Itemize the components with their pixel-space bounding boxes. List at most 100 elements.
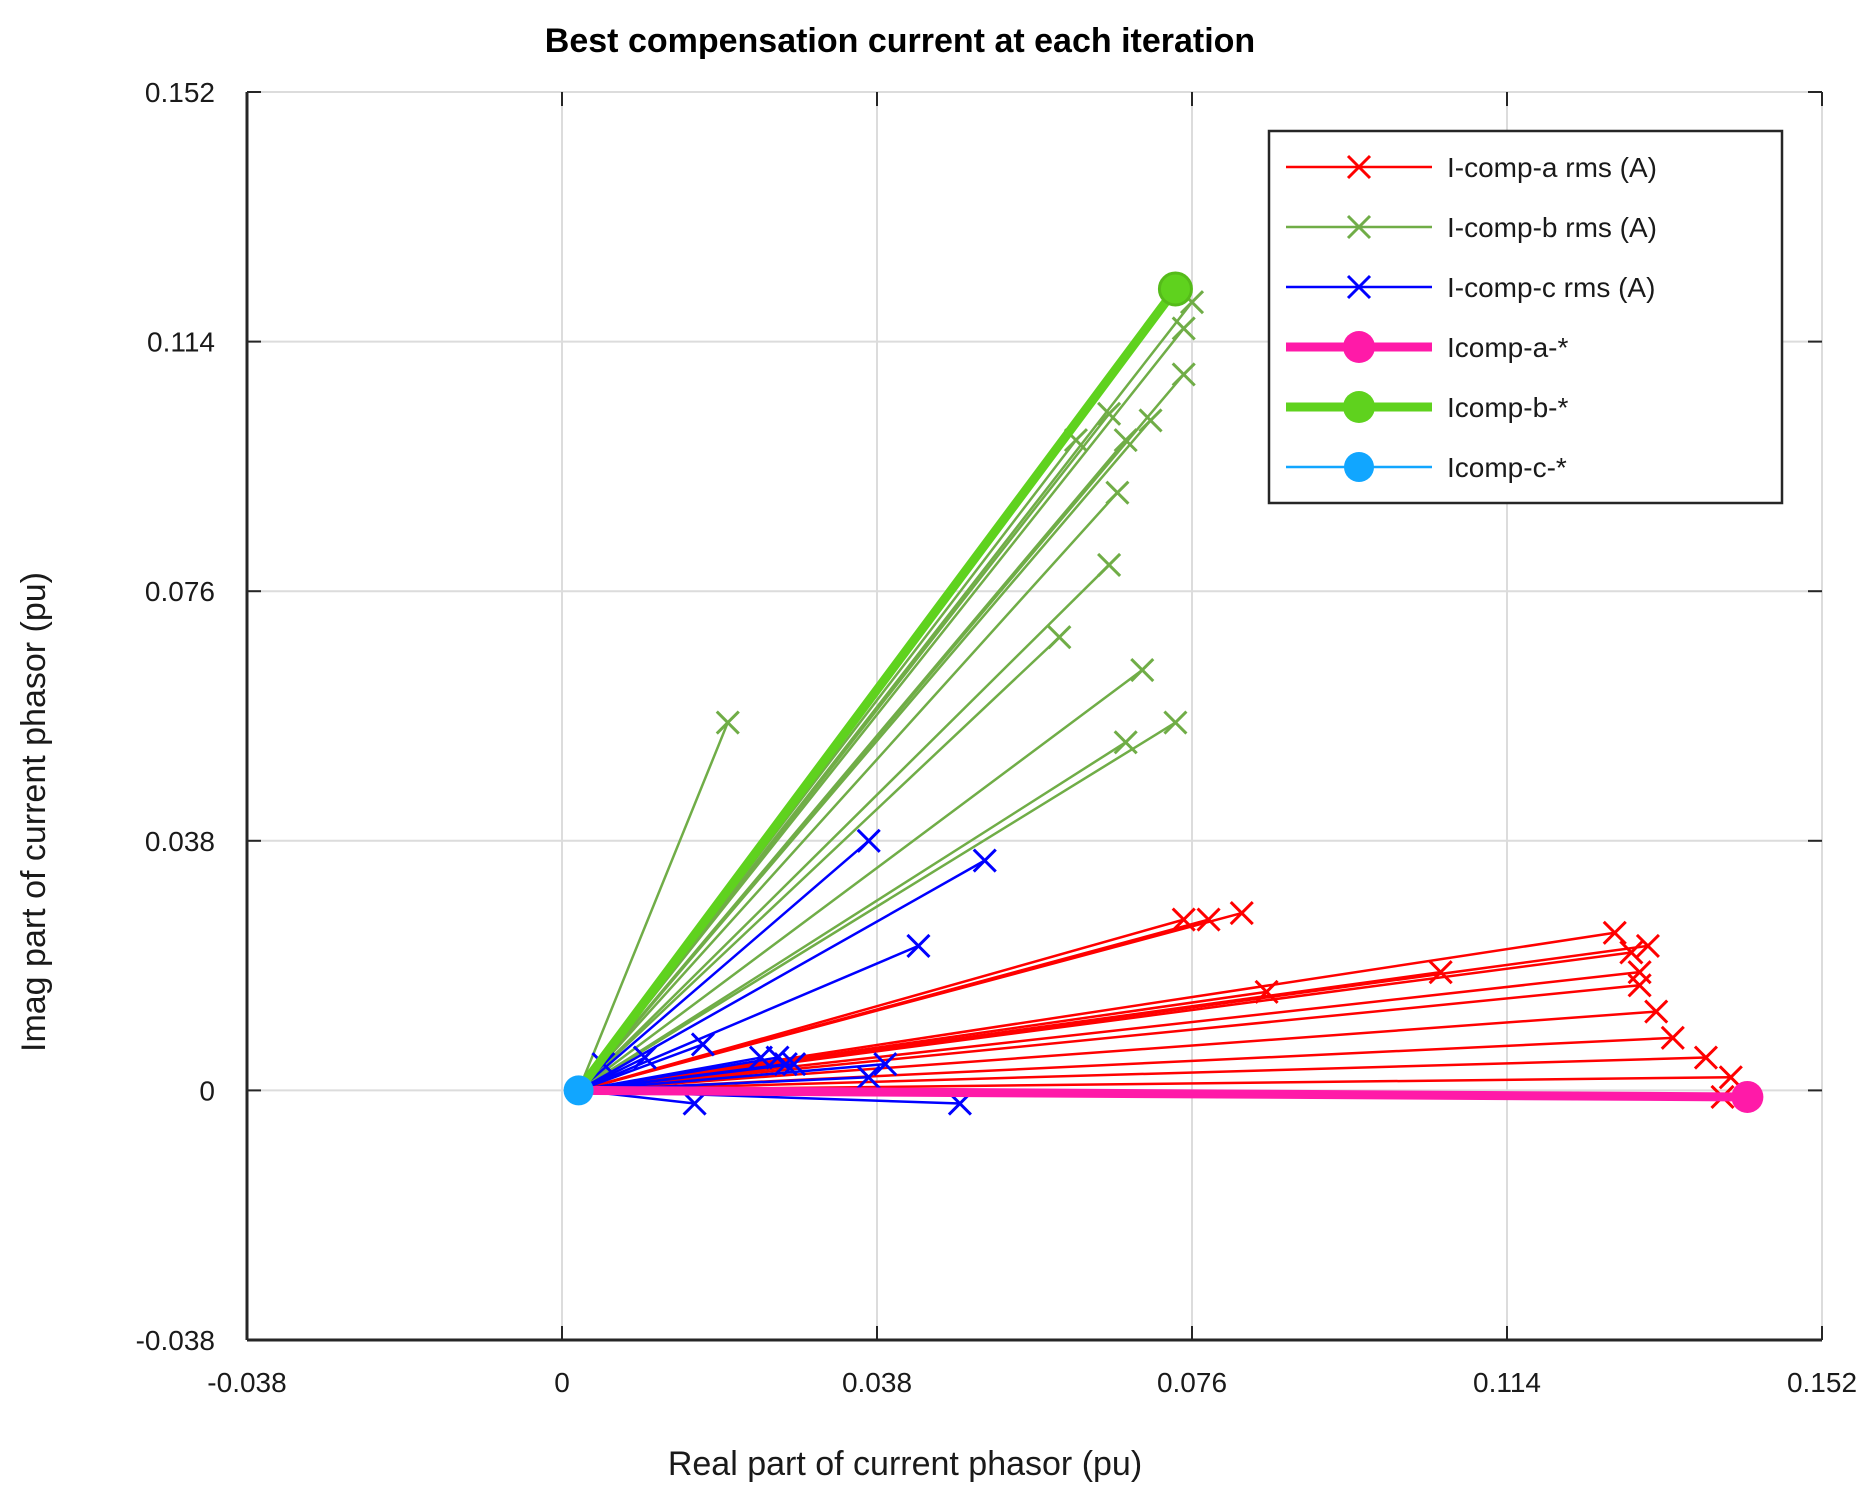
data-line xyxy=(578,911,1243,1092)
data-line xyxy=(577,327,1185,1092)
data-line xyxy=(578,1056,778,1092)
data-point-stroke xyxy=(873,1052,898,1077)
data-point xyxy=(1229,900,1254,926)
y-tick-label: 0.076 xyxy=(145,576,215,607)
data-point xyxy=(773,1052,798,1077)
data-point-stroke xyxy=(856,828,881,853)
best-point-b xyxy=(1157,271,1193,307)
data-line xyxy=(578,1010,1657,1092)
data-point-stroke xyxy=(1229,900,1254,926)
data-point-stroke xyxy=(1130,657,1155,683)
data-point-stroke xyxy=(690,1032,715,1057)
data-point-stroke xyxy=(1428,960,1453,985)
data-point-stroke xyxy=(1602,920,1627,945)
legend-item: I-comp-b rms (A) xyxy=(1286,212,1657,243)
data-point xyxy=(1627,973,1652,998)
legend-label: Icomp-b-* xyxy=(1447,392,1568,423)
data-line xyxy=(577,564,1110,1092)
data-line xyxy=(578,931,1615,1092)
data-point-stroke xyxy=(1644,999,1669,1024)
data-point xyxy=(1163,710,1188,735)
legend-marker xyxy=(1343,391,1375,423)
axes xyxy=(245,92,1822,1342)
data-line xyxy=(578,1062,886,1092)
data-point-stroke xyxy=(715,710,740,735)
data-point-stroke xyxy=(1063,428,1089,453)
data-point xyxy=(1644,999,1669,1024)
data-point-stroke xyxy=(632,1045,657,1070)
data-point-stroke xyxy=(856,1065,881,1090)
data-point xyxy=(1635,933,1660,958)
data-line xyxy=(577,669,1144,1092)
data-point-stroke xyxy=(1097,552,1122,577)
data-line xyxy=(578,984,1640,1092)
data-line xyxy=(578,970,1640,1092)
data-point xyxy=(1196,907,1221,932)
data-point xyxy=(1138,408,1163,433)
data-point xyxy=(1171,907,1196,932)
data-point xyxy=(1113,428,1138,453)
data-line xyxy=(577,722,729,1091)
legend-marker xyxy=(1346,214,1372,240)
data-point-stroke xyxy=(1163,710,1188,735)
data-point xyxy=(632,1045,657,1070)
data-point xyxy=(972,848,997,873)
series-c xyxy=(577,828,997,1116)
legend-marker-stroke xyxy=(1346,154,1372,180)
legend-label: Icomp-c-* xyxy=(1447,452,1567,483)
data-line xyxy=(577,373,1185,1092)
data-point xyxy=(1693,1045,1719,1070)
series-layer xyxy=(563,271,1764,1116)
data-point xyxy=(1660,1025,1685,1050)
data-point-stroke xyxy=(1718,1065,1743,1090)
best-vector-a xyxy=(574,1085,1752,1102)
data-point xyxy=(906,933,931,958)
data-point-stroke xyxy=(1113,428,1138,453)
data-point-stroke xyxy=(1097,401,1122,426)
y-axis-label: Imag part of current phasor (pu) xyxy=(15,572,53,1052)
y-tick-label: 0 xyxy=(199,1075,215,1106)
data-line xyxy=(577,636,1061,1092)
legend-item: I-comp-c rms (A) xyxy=(1286,272,1655,303)
data-point-stroke xyxy=(1171,362,1196,387)
x-tick-label: 0.076 xyxy=(1157,1367,1227,1398)
data-point-stroke xyxy=(1635,933,1660,958)
x-axis-label: Real part of current phasor (pu) xyxy=(668,1445,1142,1483)
legend-marker xyxy=(1344,452,1374,482)
data-point-stroke xyxy=(1138,408,1163,433)
legend-item: I-comp-a rms (A) xyxy=(1286,152,1657,183)
data-point-stroke xyxy=(1047,625,1072,650)
best-vector-b xyxy=(574,284,1180,1095)
x-tick-label: 0.038 xyxy=(842,1367,912,1398)
best-point-a xyxy=(1731,1080,1764,1113)
legend-marker xyxy=(1346,274,1372,300)
data-point-stroke xyxy=(1660,1025,1685,1050)
y-tick-label: 0.152 xyxy=(145,77,215,108)
data-line xyxy=(577,741,1127,1092)
data-point xyxy=(1602,920,1627,945)
data-point xyxy=(682,1091,707,1116)
legend-marker xyxy=(1343,331,1375,363)
legend-marker-stroke xyxy=(1346,214,1372,240)
data-point xyxy=(856,828,881,853)
data-line xyxy=(577,491,1119,1092)
legend-item: Icomp-c-* xyxy=(1286,452,1567,483)
legend-marker xyxy=(1346,154,1372,180)
data-line xyxy=(578,1056,1706,1092)
x-tick-label: 0.114 xyxy=(1473,1367,1541,1398)
data-point xyxy=(1130,657,1155,683)
data-line xyxy=(577,859,986,1092)
data-point xyxy=(1254,979,1279,1004)
data-point-stroke xyxy=(1105,480,1130,505)
data-point-stroke xyxy=(1179,290,1205,315)
ticks: -0.038 0 0.038 0.076 0.114 0.152 -0.038 0 0.038 0… xyxy=(136,77,1857,1398)
data-point-stroke xyxy=(1254,979,1279,1004)
data-point-stroke xyxy=(1171,907,1196,932)
data-point xyxy=(1113,730,1138,755)
data-point xyxy=(1105,480,1130,505)
data-point xyxy=(873,1052,898,1077)
data-point-stroke xyxy=(1196,907,1221,932)
legend-label: Icomp-a-* xyxy=(1447,332,1568,363)
data-point xyxy=(1619,940,1644,965)
data-point-stroke xyxy=(1171,316,1196,341)
